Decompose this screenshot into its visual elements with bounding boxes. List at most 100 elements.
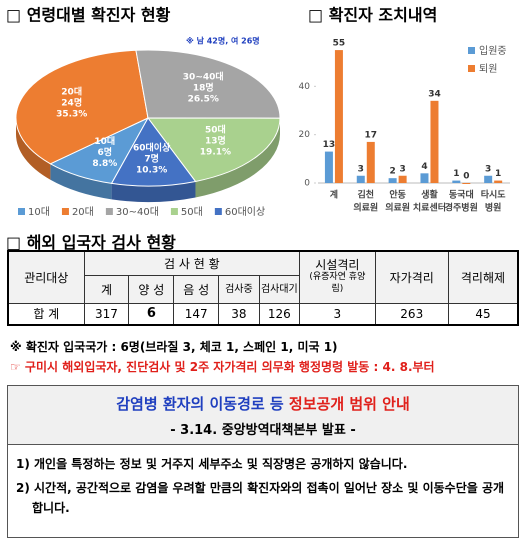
y-tick-label: 20 — [299, 130, 311, 140]
table-row: 합 계 317 6 147 38 126 3 263 45 — [7, 302, 519, 326]
slice-value: 19.1% — [200, 148, 231, 158]
x-tick-label: 병원 — [485, 202, 502, 214]
x-tick-label: 타시도 — [481, 189, 507, 201]
data-label: 3 — [485, 164, 491, 174]
header-note: (유증자연 휴양림) — [309, 272, 366, 295]
y-tick-label: 40 — [299, 82, 311, 92]
header-cell: 격리해제 — [447, 250, 519, 304]
legend-swatch — [170, 208, 178, 215]
notice-item: 2) 시간적, 공간적으로 감염을 우려할 만큼의 확진자와의 접촉이 일어난 … — [16, 481, 505, 515]
x-tick-label: 김천 — [357, 189, 374, 201]
table-cell: 263 — [374, 302, 449, 326]
legend-swatch — [214, 208, 222, 215]
data-label: 1 — [495, 169, 501, 179]
data-label: 4 — [421, 162, 427, 172]
subheader-cell: 음 성 — [173, 274, 220, 304]
x-tick-label: 의료원 — [385, 202, 410, 214]
notice-subtitle: - 3.14. 중앙방역대책본부 발표 - — [170, 423, 356, 438]
legend-swatch — [468, 65, 475, 72]
x-tick-label: 의료원 — [353, 202, 378, 214]
slice — [135, 49, 281, 119]
legend-label: 20대 — [72, 206, 94, 218]
data-label: 2 — [389, 167, 395, 177]
legend-label: 60대이상 — [225, 206, 265, 218]
slice-label: 10대 — [94, 135, 115, 147]
x-tick-label: 동국대 — [449, 189, 474, 201]
legend-label: 50대 — [181, 206, 203, 218]
table-title: □ 해외 입국자 검사 현황 — [6, 233, 176, 252]
data-label: 0 — [463, 172, 469, 182]
slice-side — [16, 118, 51, 180]
bar-title: □ 확진자 조치내역 — [308, 6, 437, 25]
x-tick-label: 생활 — [421, 189, 438, 201]
slice-count: 7명 — [144, 152, 159, 164]
legend-swatch — [18, 208, 25, 215]
table-cell: 38 — [218, 302, 260, 326]
table-cell: 147 — [173, 302, 220, 326]
slice-count: 24명 — [61, 97, 82, 109]
table-cell: 합 계 — [7, 302, 85, 326]
x-tick-label: 치료센터 — [413, 202, 446, 214]
slice-value: 10.3% — [136, 165, 167, 175]
legend-label: 30~40대 — [116, 206, 159, 218]
subheader-cell: 계 — [83, 274, 130, 304]
y-tick-label: 0 — [304, 179, 310, 189]
data-label: 3 — [399, 164, 405, 174]
data-label: 1 — [453, 169, 459, 179]
slice-value: 8.8% — [92, 159, 117, 169]
slice — [110, 117, 197, 187]
subheader-cell: 검사대기 — [258, 274, 301, 304]
data-label: 3 — [358, 164, 364, 174]
legend-swatch — [468, 47, 475, 54]
x-tick-label: 안동 — [389, 190, 406, 201]
legend-label: 입원중 — [479, 44, 507, 57]
legend-label: 10대 — [28, 206, 50, 218]
bar — [420, 173, 429, 183]
slice-count: 13명 — [205, 135, 226, 147]
charts: □ 연령대별 확진자 현황 ※ 남 42명, 여 26명 □ 확진자 조치내역 … — [6, 6, 510, 218]
slice-side — [195, 118, 280, 198]
header-cell: 관리대상 — [7, 250, 85, 304]
table-row: 관리대상 검 사 현 황 시설격리 (유증자연 휴양림) 자가격리 격리해제 — [7, 250, 519, 304]
slice-side — [50, 163, 112, 200]
note: ※ 확진자 입국국가 : 6명(브라질 3, 체코 1, 스페인 1, 미국 1… — [10, 340, 338, 354]
table-cell: 45 — [447, 302, 519, 326]
slice-label: 50대 — [205, 124, 226, 136]
table-cell: 317 — [83, 302, 130, 326]
header-cell: 자가격리 — [374, 250, 449, 304]
slice-value: 35.3% — [56, 110, 87, 120]
bar — [356, 175, 365, 183]
note: ☞ 구미시 해외입국자, 진단검사 및 2주 자가격리 의무화 행정명령 발동 … — [10, 360, 435, 374]
notice-title: 감염병 환자의 이동경로 등 정보공개 범위 안내 — [8, 386, 518, 414]
slice-value: 26.5% — [188, 94, 219, 104]
pie-title: □ 연령대별 확진자 현황 — [6, 6, 171, 25]
bar — [430, 100, 439, 183]
header-text: 시설격리 — [315, 258, 360, 273]
data-label: 34 — [428, 89, 441, 99]
bar — [462, 183, 471, 184]
bar — [494, 180, 503, 183]
pie-subtitle: ※ 남 42명, 여 26명 — [186, 36, 260, 46]
table-cell: 3 — [299, 302, 376, 326]
data-label: 13 — [323, 140, 336, 150]
slice — [147, 117, 281, 183]
bar — [334, 50, 343, 184]
slice-label: 30~40대 — [183, 70, 224, 82]
header-cell: 시설격리 (유증자연 휴양림) — [299, 250, 376, 304]
bar — [452, 180, 461, 183]
legend-label: 퇴원 — [479, 63, 497, 75]
slice-label: 60대이상 — [133, 141, 171, 153]
bar — [398, 175, 407, 183]
notice-item: 1) 개인을 특정하는 정보 및 거주지 세부주소 및 직장명은 공개하지 않습… — [16, 457, 408, 471]
legend-swatch — [105, 208, 113, 215]
slice-count: 18명 — [193, 81, 214, 93]
notice-title-red: 정보공개 범위 안내 — [288, 395, 410, 413]
bar — [388, 178, 397, 183]
subheader-cell: 검사중 — [218, 274, 260, 304]
bar — [324, 151, 333, 183]
x-tick-label: 경주병원 — [445, 202, 478, 214]
